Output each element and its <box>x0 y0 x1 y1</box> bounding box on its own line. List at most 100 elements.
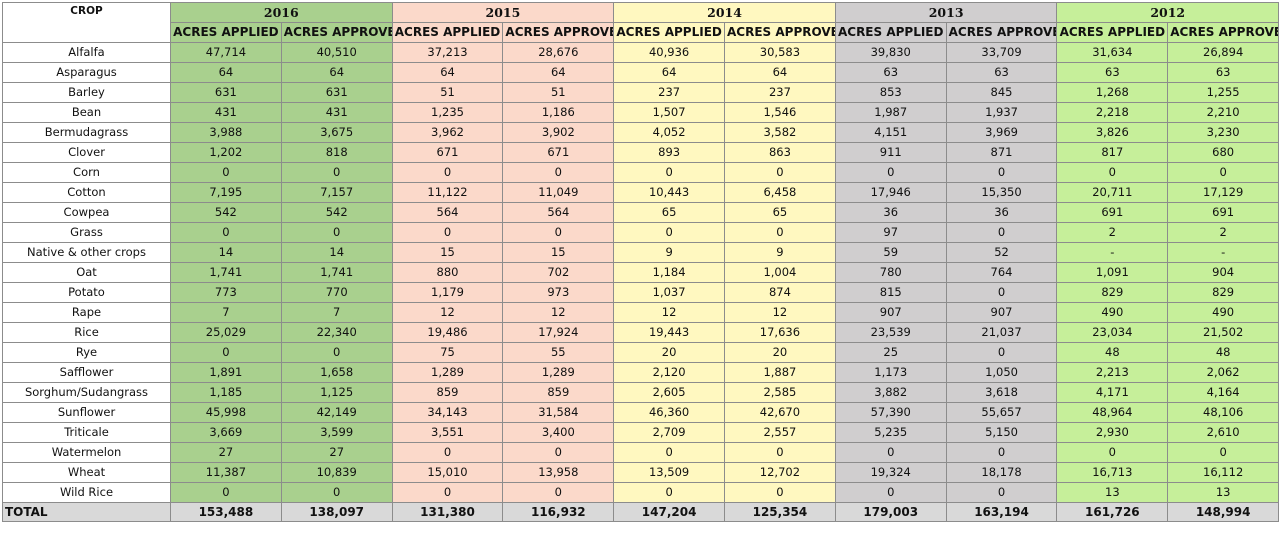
acres-applied-cell: 1,184 <box>613 262 726 283</box>
acres-applied-cell: 911 <box>834 142 947 163</box>
acres-approved-cell: 3,902 <box>502 122 615 143</box>
acres-approved-cell: 0 <box>945 162 1058 183</box>
acres-approved-cell: 907 <box>945 302 1058 323</box>
acres-approved-cell: 15,350 <box>945 182 1058 203</box>
acres-approved-cell: 65 <box>724 202 836 223</box>
acres-applied-cell: 0 <box>1056 442 1169 463</box>
acres-approved-cell: 2,585 <box>724 382 836 403</box>
acres-applied-cell: 7 <box>170 302 282 323</box>
acres-applied-cell: 0 <box>613 442 726 463</box>
acres-applied-cell: 19,324 <box>834 462 947 483</box>
acres-applied-cell: 40,936 <box>613 42 726 63</box>
acres-approved-cell: 0 <box>1167 442 1280 463</box>
acres-approved-cell: 48,106 <box>1167 402 1280 423</box>
acres-approved-cell: 0 <box>1167 162 1280 183</box>
acres-approved-cell: 0 <box>945 342 1058 363</box>
acres-applied-cell: 907 <box>834 302 947 323</box>
acres-applied-cell: 15 <box>391 242 504 263</box>
acres-applied-cell: 671 <box>391 142 504 163</box>
acres-approved-cell: 1,255 <box>1167 82 1280 103</box>
crop-name-cell: Clover <box>2 142 171 163</box>
acres-approved-cell: 42,670 <box>724 402 836 423</box>
crop-name-cell: Cowpea <box>2 202 171 223</box>
acres-approved-cell: 17,129 <box>1167 182 1280 203</box>
crop-name-cell: Corn <box>2 162 171 183</box>
acres-approved-cell: 36 <box>945 202 1058 223</box>
acres-approved-cell: 33,709 <box>945 42 1058 63</box>
acres-applied-cell: 64 <box>170 62 282 83</box>
acres-approved-cell: 0 <box>724 162 836 183</box>
crop-name-cell: Barley <box>2 82 171 103</box>
sub-header-row: ACRES APPLIED ACRES APPROVED ACRES APPLI… <box>3 22 1280 43</box>
acres-approved-cell: 21,037 <box>945 322 1058 343</box>
acres-approved-cell: 0 <box>945 222 1058 243</box>
acres-approved-cell: 2 <box>1167 222 1280 243</box>
table-row: Bean 431 431 1,235 1,186 1,507 1,546 1,987 1,937… <box>2 102 1280 123</box>
acres-applied-cell: 1,202 <box>170 142 282 163</box>
acres-approved-header: ACRES APPROVED <box>945 22 1058 43</box>
acres-applied-cell: 2,605 <box>613 382 726 403</box>
table-row: Watermelon 27 27 0 0 0 0 0 0 0 0 <box>2 442 1280 463</box>
acres-applied-cell: - <box>1056 242 1169 263</box>
acres-applied-cell: 2,213 <box>1056 362 1169 383</box>
acres-applied-cell: 1,179 <box>391 282 504 303</box>
acres-approved-cell: 64 <box>280 62 393 83</box>
acres-applied-cell: 97 <box>834 222 947 243</box>
acres-approved-cell: 4,164 <box>1167 382 1280 403</box>
acres-applied-cell: 631 <box>170 82 282 103</box>
table-row: Oat 1,741 1,741 880 702 1,184 1,004 780 764 1,091… <box>2 262 1280 283</box>
acres-applied-cell: 17,946 <box>834 182 947 203</box>
acres-approved-cell: 1,887 <box>724 362 836 383</box>
acres-approved-cell: 17,924 <box>502 322 615 343</box>
acres-approved-header: ACRES APPROVED <box>280 22 393 43</box>
acres-approved-cell: 1,125 <box>280 382 393 403</box>
acres-applied-cell: 179,003 <box>834 502 947 522</box>
crop-name-cell: Bermudagrass <box>2 122 171 143</box>
acres-applied-cell: 893 <box>613 142 726 163</box>
crop-name-cell: Oat <box>2 262 171 283</box>
acres-applied-cell: 1,507 <box>613 102 726 123</box>
acres-applied-cell: 1,173 <box>834 362 947 383</box>
acres-applied-cell: 147,204 <box>613 502 726 522</box>
acres-applied-cell: 431 <box>170 102 282 123</box>
crop-name-cell: Wild Rice <box>2 482 171 503</box>
acres-approved-cell: 3,969 <box>945 122 1058 143</box>
acres-approved-cell: 15 <box>502 242 615 263</box>
acres-applied-cell: 13 <box>1056 482 1169 503</box>
acres-approved-cell: 871 <box>945 142 1058 163</box>
crop-name-cell: Sunflower <box>2 402 171 423</box>
acres-approved-cell: 55 <box>502 342 615 363</box>
acres-approved-cell: 874 <box>724 282 836 303</box>
acres-applied-cell: 23,539 <box>834 322 947 343</box>
crop-name-cell: Sorghum/Sudangrass <box>2 382 171 403</box>
crop-name-cell: Rape <box>2 302 171 323</box>
acres-approved-cell: 764 <box>945 262 1058 283</box>
table-row: Safflower 1,891 1,658 1,289 1,289 2,120 1,887 1… <box>2 362 1280 383</box>
year-header-2015: 2015 <box>391 2 615 23</box>
table-row: Barley 631 631 51 51 237 237 853 845 1,268 1,255 <box>2 82 1280 103</box>
acres-applied-cell: 46,360 <box>613 402 726 423</box>
acres-approved-cell: 2,557 <box>724 422 836 443</box>
acres-applied-cell: 9 <box>613 242 726 263</box>
acres-applied-cell: 64 <box>613 62 726 83</box>
acres-approved-cell: 2,610 <box>1167 422 1280 443</box>
acres-applied-cell: 131,380 <box>391 502 504 522</box>
acres-applied-cell: 25 <box>834 342 947 363</box>
acres-approved-cell: 31,584 <box>502 402 615 423</box>
acres-applied-header: ACRES APPLIED <box>834 22 947 43</box>
acres-applied-cell: 0 <box>834 442 947 463</box>
acres-approved-cell: 0 <box>280 222 393 243</box>
acres-applied-cell: 3,551 <box>391 422 504 443</box>
total-row: TOTAL 153,488 138,097 131,380 116,932 147,204… <box>2 502 1280 522</box>
acres-approved-header: ACRES APPROVED <box>502 22 615 43</box>
acres-applied-cell: 1,037 <box>613 282 726 303</box>
acres-approved-cell: 55,657 <box>945 402 1058 423</box>
acres-approved-cell: 1,186 <box>502 102 615 123</box>
acres-approved-cell: 18,178 <box>945 462 1058 483</box>
acres-applied-cell: 7,195 <box>170 182 282 203</box>
acres-approved-cell: 490 <box>1167 302 1280 323</box>
acres-applied-cell: 0 <box>170 162 282 183</box>
acres-approved-cell: 6,458 <box>724 182 836 203</box>
acres-applied-cell: 880 <box>391 262 504 283</box>
acres-approved-cell: 829 <box>1167 282 1280 303</box>
